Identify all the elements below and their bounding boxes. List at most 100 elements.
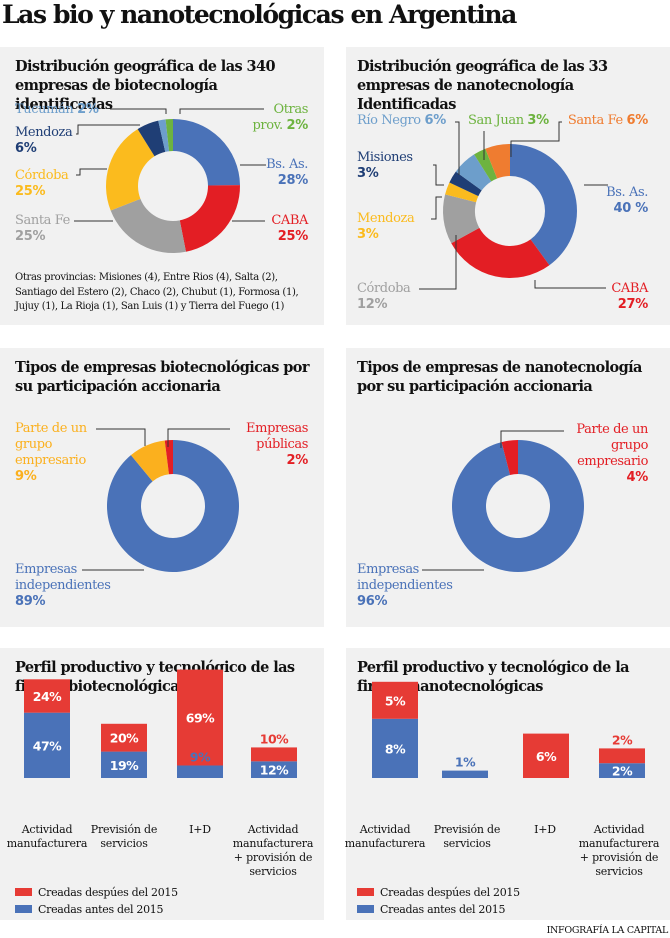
legend-swatch-blue (15, 905, 32, 913)
leader-line-santafe (510, 121, 562, 157)
bio-geo-donut-chart (74, 108, 266, 253)
bar-label-after-2015: 24% (33, 689, 62, 704)
other-provinces-note: Otras provincias: Misiones (4), Entre Ri… (15, 272, 299, 312)
donut-slice-santa-fe (110, 198, 186, 253)
label-mendoza: Mendoza 6% (15, 125, 73, 156)
donut-slice-parte-de-un-grupo-empresario (130, 440, 169, 482)
bar-label-before-2015: 9% (190, 749, 211, 764)
label-caba: CABA 27% (611, 281, 648, 312)
label-cordoba: Córdoba 25% (15, 168, 69, 199)
label-caba: CABA 25% (271, 213, 308, 244)
bar-after-2015-i-d (523, 733, 569, 778)
label-misiones: Misiones 3% (357, 150, 413, 181)
bar-label-after-2015: 10% (260, 731, 289, 746)
bar-before-2015-prevision-de-servicios (442, 770, 488, 778)
label-mendoza: Mendoza 3% (357, 211, 415, 242)
label-indep: Empresas independientes 89% (15, 562, 111, 609)
bar-after-2015-prevision-de-servicios (101, 723, 147, 752)
donut-slice-bs-as (173, 119, 240, 186)
nano-profile-bar-chart: 8% 5% 1% 6% 2% 2% (372, 681, 645, 779)
nano-types-donut-chart (422, 430, 584, 572)
category-label: I+D (534, 823, 556, 836)
bar-label-after-2015: 20% (110, 731, 139, 746)
leader-line-grupo (500, 430, 564, 448)
category-label: Actividad manufacturera + provisión de s… (232, 823, 314, 878)
legend-item-before-2015: Creadas antes del 2015 (357, 903, 505, 916)
donut-slice-misiones (449, 171, 482, 197)
label-publicas: Empresas públicas 2% (246, 421, 308, 468)
bar-label-before-2015: 8% (385, 741, 406, 756)
panel-title: Distribución geográfica de las 33 empres… (357, 58, 608, 113)
donut-slice-rio-negro (455, 154, 492, 191)
label-indep: Empresas independientes 96% (357, 562, 453, 609)
bar-label-after-2015: 69% (186, 711, 215, 726)
legend-item-before-2015: Creadas antes del 2015 (15, 903, 163, 916)
bar-label-after-2015: 2% (612, 732, 633, 747)
bar-label-before-2015: 47% (33, 738, 62, 753)
category-label: Previsión de servicios (433, 823, 501, 850)
donut-slice-mendoza (137, 120, 166, 157)
donut-slice-cordoba (443, 194, 480, 244)
category-label: Previsión de servicios (90, 823, 158, 850)
label-bsas: Bs. As. 40 % (606, 185, 648, 216)
leader-line-caba (534, 280, 606, 289)
panel-title: Tipos de empresas de nanotecnología por … (357, 359, 642, 395)
label-santafe: Santa Fe 6% (567, 113, 648, 128)
bar-label-before-2015: 1% (455, 755, 476, 770)
leader-line-misiones (433, 164, 444, 186)
donut-slice-cordoba (105, 129, 155, 211)
donut-slice-otras-prov (165, 119, 173, 152)
donut-slice-san-juan (474, 148, 498, 182)
label-grupo: Parte de un grupo empresario 4% (576, 422, 648, 485)
label-santafe: Santa Fe 25% (15, 213, 70, 244)
leader-line-mendoza (431, 196, 442, 220)
bar-after-2015-actividad-manufacturera (24, 679, 70, 713)
legend-item-after-2015: Creadas despúes del 2015 (357, 886, 520, 899)
donut-slice-parte-de-un-grupo-empresario (501, 440, 518, 476)
bar-label-before-2015: 2% (612, 764, 633, 779)
bar-before-2015-actividad-manufacturera (372, 718, 418, 778)
infographic-title: Las bio y nanotecnológicas en Argentina (2, 0, 517, 29)
leader-line-otras (179, 108, 264, 114)
panel-bio-profile: Perfil productivo y tecnológico de las f… (0, 648, 324, 920)
bar-label-before-2015: 19% (110, 758, 139, 773)
donut-slice-caba (451, 227, 550, 278)
legend-swatch-blue (357, 905, 374, 913)
donut-slice-empresas-independientes (106, 440, 239, 572)
bar-before-2015-actividad-manufacturera-provision-de-servicios (599, 763, 645, 778)
nano-geo-donut-chart (419, 121, 608, 290)
bar-before-2015-actividad-manufacturera-provision-de-servicios (251, 761, 297, 778)
donut-slice-empresas-publicas (164, 440, 173, 475)
category-label: Actividad manufacturera (344, 823, 426, 850)
legend-item-after-2015: Creadas despúes del 2015 (15, 886, 178, 899)
donut-slice-caba (179, 185, 240, 252)
category-label: Actividad manufacturera (6, 823, 88, 850)
bar-label-after-2015: 6% (536, 749, 557, 764)
leader-line-mendoza (76, 124, 140, 135)
leader-line-rionegro (455, 121, 460, 175)
bar-before-2015-prevision-de-servicios (101, 751, 147, 778)
panel-title: Distribución geográfica de las 340 empre… (15, 58, 276, 113)
bar-after-2015-actividad-manufacturera-provision-de-servicios (599, 748, 645, 764)
bio-profile-bar-chart: 47% 24% 19% 20% 9% 69% 12% 10% (24, 669, 297, 778)
label-grupo: Parte de un grupo empresario 9% (15, 421, 87, 484)
bio-types-donut-chart (82, 428, 239, 572)
bar-before-2015-actividad-manufacturera (24, 712, 70, 778)
donut-slice-mendoza (445, 182, 479, 203)
leader-line-cordoba (76, 168, 107, 176)
leader-line-grupo (96, 428, 146, 446)
leader-line-cordoba (419, 235, 457, 290)
bar-label-after-2015: 5% (385, 693, 406, 708)
panel-nano-types: Tipos de empresas de nanotecnología por … (346, 348, 670, 627)
donut-slice-tucuman (158, 119, 170, 152)
leader-line-publicas (167, 428, 230, 447)
panel-bio-geo: Distribución geográfica de las 340 empre… (0, 47, 324, 325)
label-sanjuan: San Juan 3% (468, 113, 549, 128)
label-tucuman: Tucumán 2% (15, 102, 99, 117)
label-otras: Otras prov. 2% (252, 102, 308, 133)
label-cordoba: Córdoba 12% (357, 281, 411, 312)
credit: INFOGRAFÍA LA CAPITAL (546, 925, 669, 936)
panel-nano-geo: Distribución geográfica de las 33 empres… (346, 47, 670, 325)
panel-title: Tipos de empresas biotecnológicas por su… (15, 359, 309, 395)
bar-after-2015-i-d (177, 669, 223, 766)
